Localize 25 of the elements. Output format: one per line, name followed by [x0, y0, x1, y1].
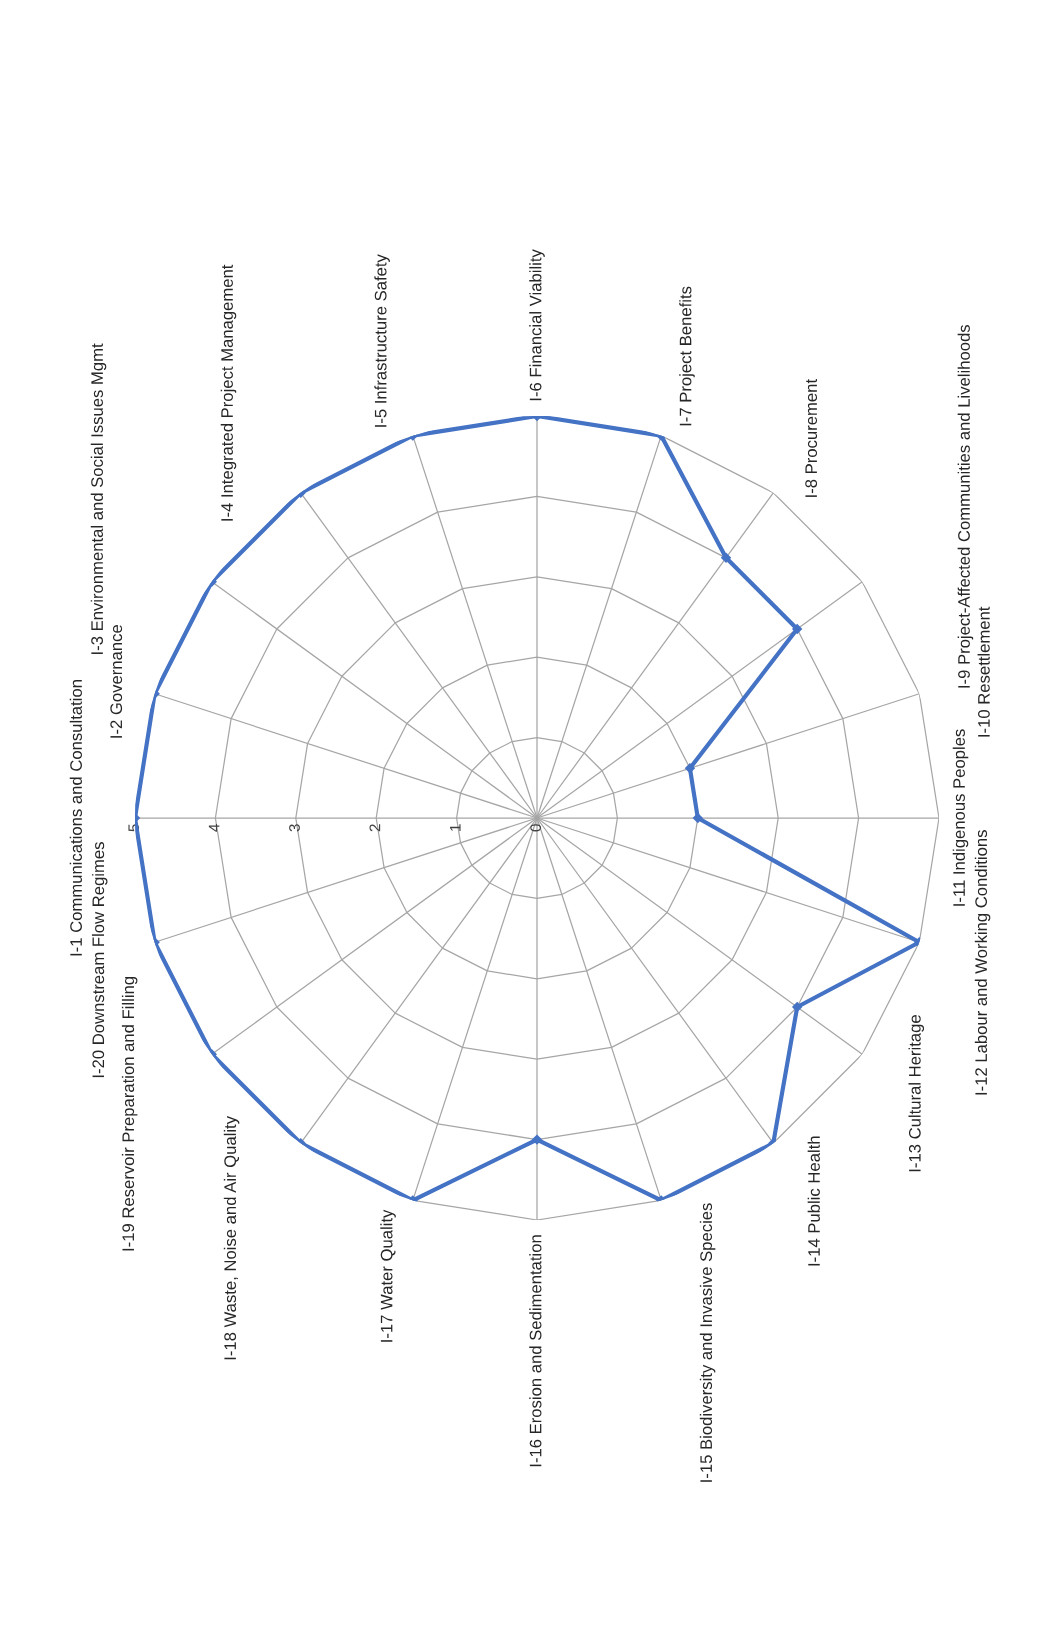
spoke-label: I-1 Communications and Consultation	[69, 680, 82, 956]
spoke-label: I-8 Procurement	[805, 379, 818, 497]
spoke-label: I-20 Downstream Flow Regimes	[91, 842, 108, 1078]
spoke-label: I-19 Reservoir Preparation and Filling	[121, 976, 138, 1251]
spoke-label: I-13 Cultural Heritage	[908, 1015, 925, 1172]
spoke-label: I-15 Biodiversity and Invasive Species	[699, 1203, 716, 1482]
spoke-label: I-4 Integrated Project Management	[220, 264, 237, 521]
y-tick-label: 0	[530, 824, 542, 832]
y-tick-label: 1	[450, 824, 461, 831]
y-tick-label: 2	[369, 824, 381, 832]
spoke-label: I-10 Resettlement	[977, 606, 990, 737]
spoke-label: I-14 Public Health	[807, 1136, 820, 1266]
spoke-label: I-17 Water Quality	[380, 1209, 396, 1342]
y-tick-label: 3	[289, 824, 300, 832]
spoke-label: I-11 Indigenous Peoples	[952, 729, 969, 906]
spoke-label: I-3 Environmental and Social Issues Mgmt	[90, 343, 107, 654]
y-tick-label: 4	[208, 824, 220, 832]
spoke-label: I-6 Financial Viability	[529, 249, 545, 401]
spoke-label: I-16 Erosion and Sedimentation	[529, 1235, 542, 1467]
spoke-label: I-2 Governance	[110, 625, 123, 738]
spoke-label: I-18 Waste, Noise and Air Quality	[223, 1115, 240, 1360]
spoke-label: I-9 Project-Affected Communities and Livelihoods	[957, 324, 974, 688]
spoke-label: I-12 Labour and Working Conditions	[974, 830, 991, 1095]
spoke-label: I-5 Infrastructure Safety	[374, 254, 390, 427]
spoke-label: I-7 Project Benefits	[679, 286, 695, 426]
